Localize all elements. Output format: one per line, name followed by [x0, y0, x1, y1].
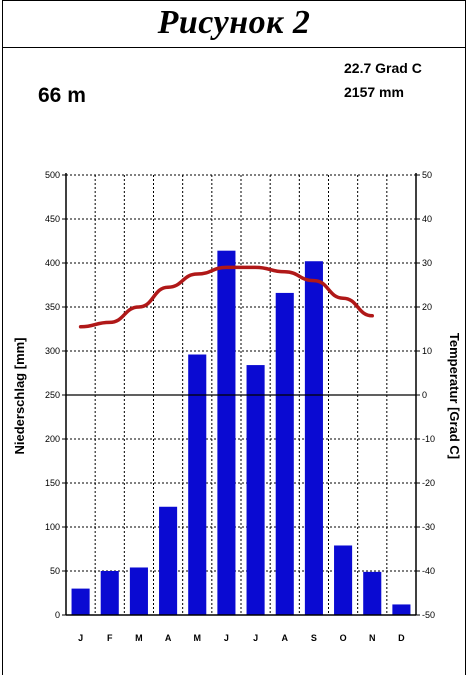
y-tick-label-right: 40 — [422, 214, 432, 224]
precipitation-bar — [363, 571, 382, 615]
y-tick-label-right: 0 — [422, 390, 427, 400]
labels-layer: 050100150200250300350400450500-50-40-30-… — [45, 170, 435, 643]
station-elevation: 66 m — [38, 84, 86, 107]
annual-temperature: 22.7 Grad C — [344, 60, 422, 76]
month-label: M — [194, 633, 202, 643]
bars-layer — [71, 250, 411, 615]
y-tick-label-left: 100 — [45, 522, 60, 532]
frame-top-border — [2, 0, 465, 1]
y-tick-label-left: 250 — [45, 390, 60, 400]
precipitation-bar — [392, 604, 411, 615]
month-label: D — [398, 633, 405, 643]
y-tick-label-left: 500 — [45, 170, 60, 180]
month-label: J — [253, 633, 258, 643]
y-tick-label-left: 350 — [45, 302, 60, 312]
month-label: J — [78, 633, 83, 643]
precipitation-bar — [275, 292, 294, 615]
y-tick-label-right: 30 — [422, 258, 432, 268]
y-tick-label-left: 150 — [45, 478, 60, 488]
y-tick-label-right: 50 — [422, 170, 432, 180]
precipitation-bar — [334, 545, 353, 615]
month-label: F — [107, 633, 113, 643]
y-tick-label-left: 450 — [45, 214, 60, 224]
y-axis-label-right: Temperatur [Grad C] — [447, 333, 462, 459]
month-label: A — [165, 633, 172, 643]
y-tick-label-right: -30 — [422, 522, 435, 532]
precipitation-bar — [71, 588, 90, 615]
title-divider — [2, 47, 465, 48]
precipitation-bar — [159, 506, 178, 615]
y-tick-label-left: 400 — [45, 258, 60, 268]
y-tick-label-right: 10 — [422, 346, 432, 356]
y-tick-label-left: 300 — [45, 346, 60, 356]
precipitation-bar — [246, 365, 265, 615]
y-tick-label-left: 200 — [45, 434, 60, 444]
figure-title: Рисунок 2 — [157, 4, 311, 41]
month-label: N — [369, 633, 376, 643]
month-label: A — [282, 633, 289, 643]
precipitation-bar — [100, 571, 119, 615]
line-layer — [78, 265, 374, 329]
y-tick-label-left: 0 — [55, 610, 60, 620]
axes-layer — [62, 173, 420, 616]
precipitation-bar — [217, 250, 236, 615]
y-tick-label-right: -40 — [422, 566, 435, 576]
month-label: S — [311, 633, 317, 643]
annual-precipitation: 2157 mm — [344, 84, 404, 100]
precipitation-bar — [304, 261, 323, 615]
y-tick-label-right: -10 — [422, 434, 435, 444]
y-tick-label-left: 50 — [50, 566, 60, 576]
y-tick-label-right: -50 — [422, 610, 435, 620]
precipitation-bar — [188, 354, 207, 615]
y-tick-label-right: 20 — [422, 302, 432, 312]
month-label: J — [224, 633, 229, 643]
month-label: O — [340, 633, 347, 643]
month-label: M — [135, 633, 143, 643]
y-axis-label-left: Niederschlag [mm] — [12, 337, 27, 454]
y-tick-label-right: -20 — [422, 478, 435, 488]
precipitation-bar — [129, 567, 148, 615]
